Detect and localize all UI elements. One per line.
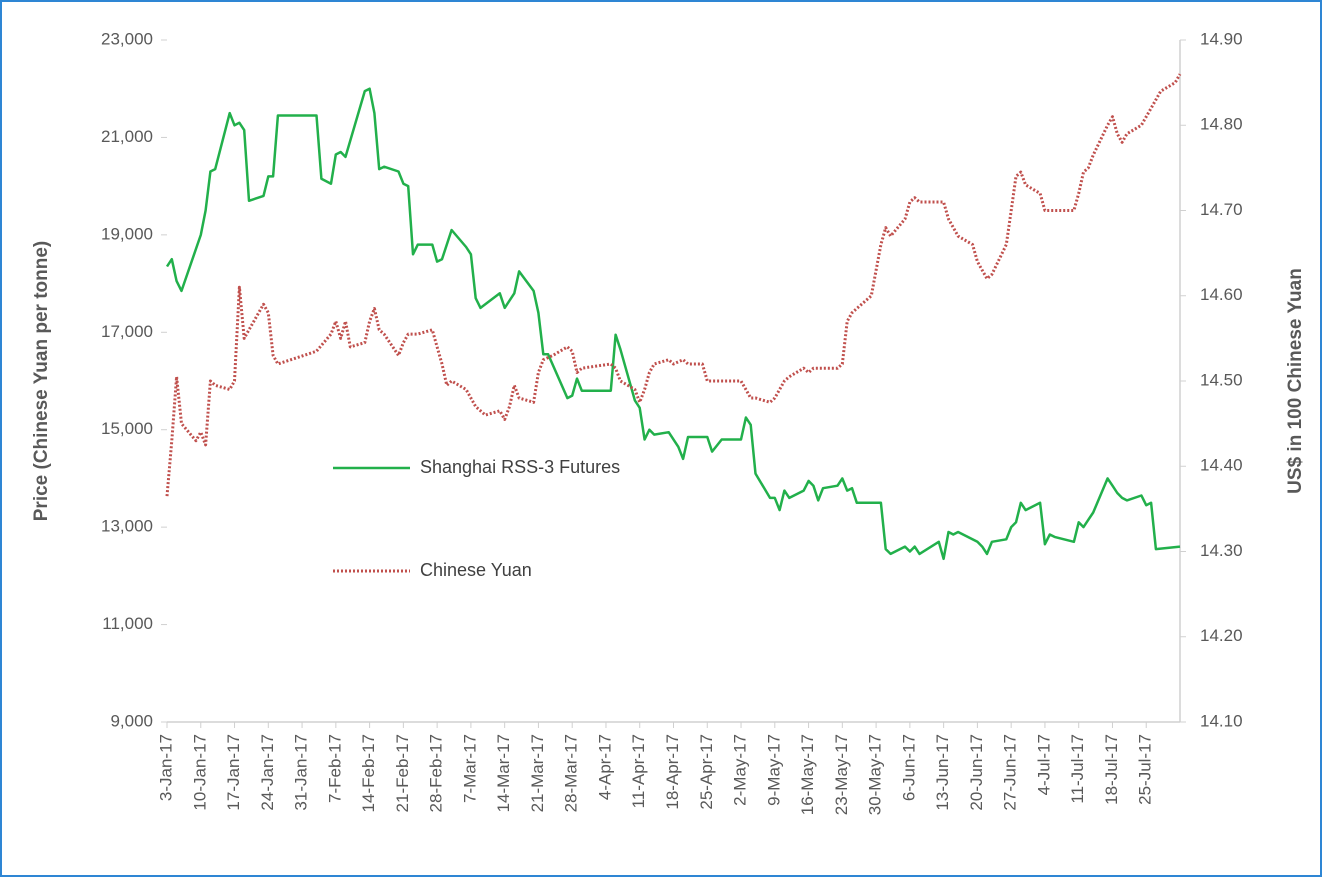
x-tick-label: 23-May-17 bbox=[832, 734, 851, 815]
y2-tick-label: 14.80 bbox=[1200, 115, 1243, 134]
series-line bbox=[165, 87, 1181, 561]
x-tick-label: 30-May-17 bbox=[866, 734, 885, 815]
x-tick-label: 4-Apr-17 bbox=[595, 734, 614, 800]
series-line bbox=[165, 73, 1182, 497]
x-tick-label: 21-Mar-17 bbox=[528, 734, 547, 812]
x-tick-label: 14-Feb-17 bbox=[359, 734, 378, 812]
y2-tick-label: 14.10 bbox=[1200, 711, 1243, 730]
x-tick-label: 9-May-17 bbox=[764, 734, 783, 806]
y2-axis-title: US$ in 100 Chinese Yuan bbox=[1285, 268, 1306, 494]
y-tick-label: 19,000 bbox=[101, 224, 153, 243]
y2-tick-label: 14.70 bbox=[1200, 200, 1243, 219]
x-tick-label: 25-Apr-17 bbox=[697, 734, 716, 810]
x-tick-label: 3-Jan-17 bbox=[156, 734, 175, 801]
x-tick-label: 25-Jul-17 bbox=[1136, 734, 1155, 805]
y2-tick-label: 14.50 bbox=[1200, 370, 1243, 389]
y-tick-label: 17,000 bbox=[101, 322, 153, 341]
y-tick-label: 21,000 bbox=[101, 127, 153, 146]
x-tick-label: 7-Mar-17 bbox=[460, 734, 479, 803]
x-tick-label: 18-Jul-17 bbox=[1102, 734, 1121, 805]
x-tick-label: 14-Mar-17 bbox=[494, 734, 513, 812]
x-tick-label: 31-Jan-17 bbox=[292, 734, 311, 811]
x-tick-label: 21-Feb-17 bbox=[393, 734, 412, 812]
y2-tick-label: 14.40 bbox=[1200, 456, 1243, 475]
legend-label: Chinese Yuan bbox=[420, 560, 532, 580]
x-tick-label: 4-Jul-17 bbox=[1034, 734, 1053, 795]
x-tick-label: 11-Jul-17 bbox=[1068, 734, 1087, 804]
legend-label: Shanghai RSS-3 Futures bbox=[420, 457, 620, 477]
y2-tick-label: 14.30 bbox=[1200, 541, 1243, 560]
y-axis-title: Price (Chinese Yuan per tonne) bbox=[31, 241, 52, 522]
x-tick-label: 20-Jun-17 bbox=[967, 734, 986, 811]
x-tick-label: 16-May-17 bbox=[798, 734, 817, 815]
x-tick-label: 10-Jan-17 bbox=[190, 734, 209, 811]
x-tick-label: 11-Apr-17 bbox=[629, 734, 648, 808]
x-tick-label: 13-Jun-17 bbox=[933, 734, 952, 811]
y2-tick-label: 14.90 bbox=[1200, 29, 1243, 48]
x-tick-label: 28-Mar-17 bbox=[562, 734, 581, 812]
y-tick-label: 15,000 bbox=[101, 419, 153, 438]
y-tick-label: 9,000 bbox=[110, 711, 153, 730]
y-tick-label: 11,000 bbox=[102, 614, 153, 633]
x-tick-label: 18-Apr-17 bbox=[663, 734, 682, 810]
x-tick-label: 17-Jan-17 bbox=[224, 734, 243, 811]
y2-tick-label: 14.20 bbox=[1200, 626, 1243, 645]
x-tick-label: 6-Jun-17 bbox=[899, 734, 918, 801]
x-tick-label: 28-Feb-17 bbox=[427, 734, 446, 812]
y-tick-label: 13,000 bbox=[101, 517, 153, 536]
y-tick-label: 23,000 bbox=[101, 29, 153, 48]
x-tick-label: 7-Feb-17 bbox=[325, 734, 344, 803]
y2-tick-label: 14.60 bbox=[1200, 285, 1243, 304]
x-tick-label: 2-May-17 bbox=[731, 734, 750, 806]
x-tick-label: 24-Jan-17 bbox=[258, 734, 277, 811]
x-tick-label: 27-Jun-17 bbox=[1001, 734, 1020, 811]
